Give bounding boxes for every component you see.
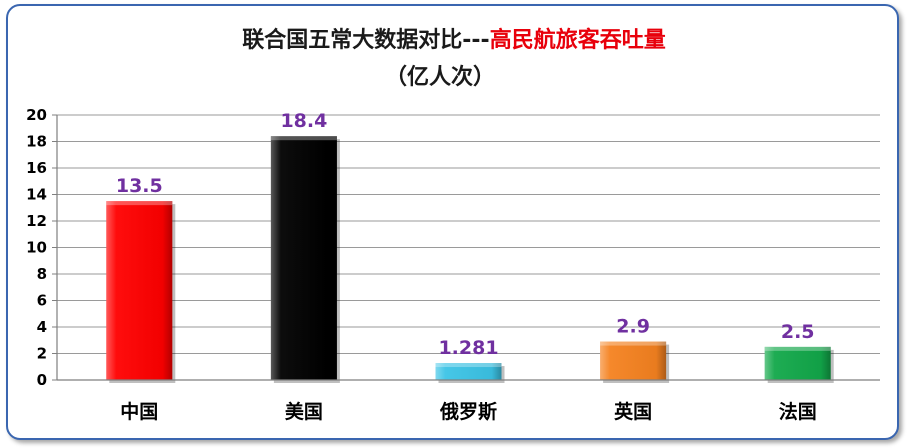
x-tick-label: 中国	[120, 400, 158, 423]
y-tick-label: 6	[37, 292, 47, 310]
bar-bevel	[106, 201, 173, 380]
data-label: 18.4	[280, 110, 327, 132]
x-tick-label: 俄罗斯	[439, 400, 497, 423]
y-tick-label: 8	[37, 265, 47, 283]
bar-highlight	[270, 136, 337, 141]
chart-title-part2: 高民航旅客吞吐量	[490, 27, 666, 53]
grid-lines	[57, 114, 880, 354]
data-label: 1.281	[438, 337, 498, 359]
x-tick-label: 美国	[285, 400, 323, 423]
chart-subtitle: （亿人次）	[385, 64, 495, 90]
bar-bevel	[435, 363, 502, 380]
y-tick-label: 16	[26, 159, 47, 177]
y-tick-label: 18	[26, 133, 47, 151]
bar-highlight	[435, 363, 502, 368]
x-tick-label: 英国	[614, 400, 652, 423]
y-tick-label: 12	[26, 212, 47, 230]
y-axis: 0 2 4 6 8 10 12 14 16 18 20	[26, 106, 58, 389]
y-tick-label: 14	[26, 186, 47, 204]
bar-bevel	[600, 341, 667, 380]
data-label: 2.5	[781, 321, 815, 343]
bar-bevel	[764, 346, 831, 380]
chart-title: 联合国五常大数据对比---高民航旅客吞吐量	[242, 27, 665, 53]
y-tick-label: 10	[26, 239, 47, 257]
y-tick-label: 0	[37, 371, 47, 389]
bar-bevel	[270, 136, 337, 380]
y-tick-label: 2	[37, 345, 47, 363]
x-axis: 中国 美国 俄罗斯 英国 法国	[57, 379, 880, 423]
bar-highlight	[764, 346, 831, 351]
bar-highlight	[106, 201, 173, 206]
chart-title-part1: 联合国五常大数据对比---	[242, 27, 489, 53]
data-label: 13.5	[116, 175, 163, 197]
y-tick-label: 4	[37, 318, 47, 336]
bars: 13.5 18.4 1.281 2.9 2.5	[106, 110, 834, 383]
bar-highlight	[600, 341, 667, 346]
x-tick-label: 法国	[779, 400, 817, 423]
data-label: 2.9	[616, 316, 650, 338]
y-tick-label: 20	[26, 106, 47, 124]
